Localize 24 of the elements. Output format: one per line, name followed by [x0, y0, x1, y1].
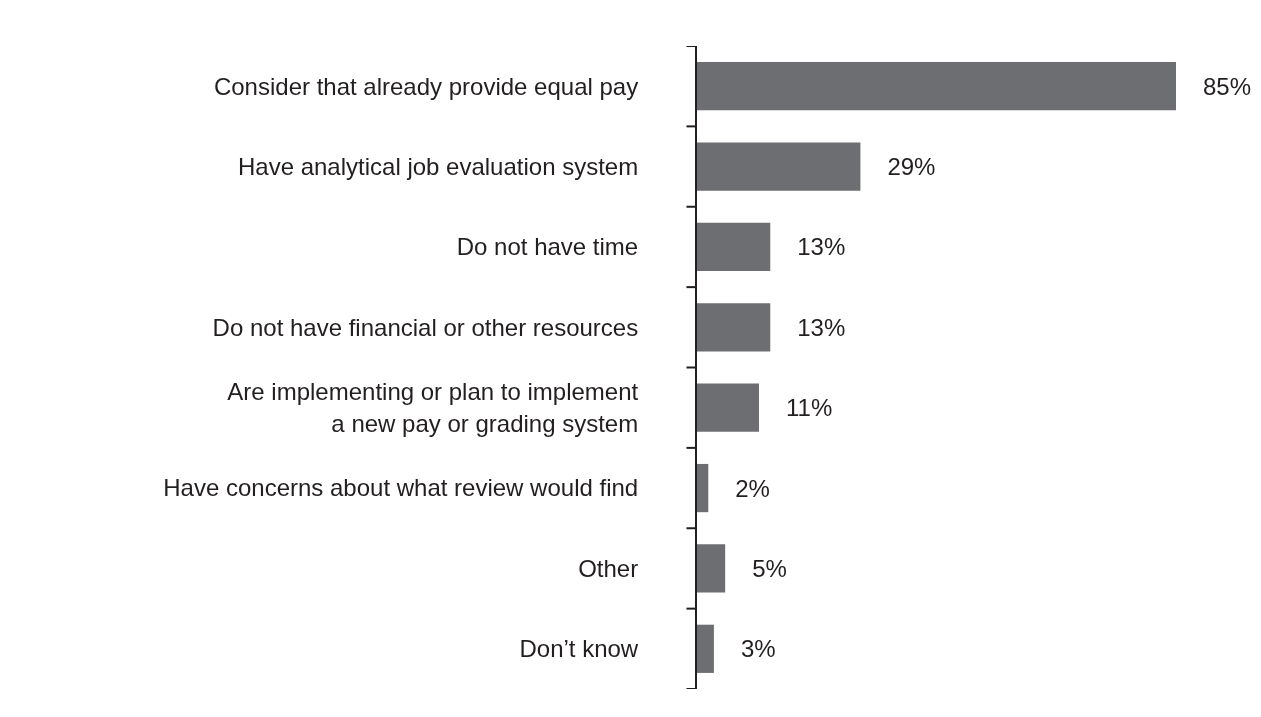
bar [697, 463, 709, 513]
bar [697, 544, 726, 593]
data-label: 5% [728, 554, 787, 582]
y-tick-label: Do not have financial or other resources [212, 313, 639, 341]
bar [697, 624, 714, 673]
data-label: 3% [716, 635, 776, 663]
data-label: 13% [773, 233, 846, 261]
y-tick-label: Other [578, 554, 639, 582]
y-tick-label: Consider that already provide equal pay [213, 72, 639, 100]
bar [697, 62, 1176, 111]
y-tick-label: Do not have time [456, 233, 639, 261]
data-label: 85% [1179, 72, 1252, 100]
y-tick-label: Have concerns about what review would find [163, 474, 639, 502]
bar [697, 303, 771, 352]
data-label: 11% [761, 394, 833, 422]
bar [697, 142, 861, 191]
data-label: 2% [711, 474, 770, 502]
data-label: 13% [773, 313, 846, 341]
y-tick-label: Don’t know [519, 635, 639, 663]
y-tick-label: Are implementing or plan to implement a new pay or grading system [227, 378, 639, 437]
y-tick-label: Have analytical job evaluation system [237, 152, 639, 180]
bar [697, 383, 759, 432]
data-label: 29% [863, 153, 936, 181]
bar [697, 222, 771, 272]
